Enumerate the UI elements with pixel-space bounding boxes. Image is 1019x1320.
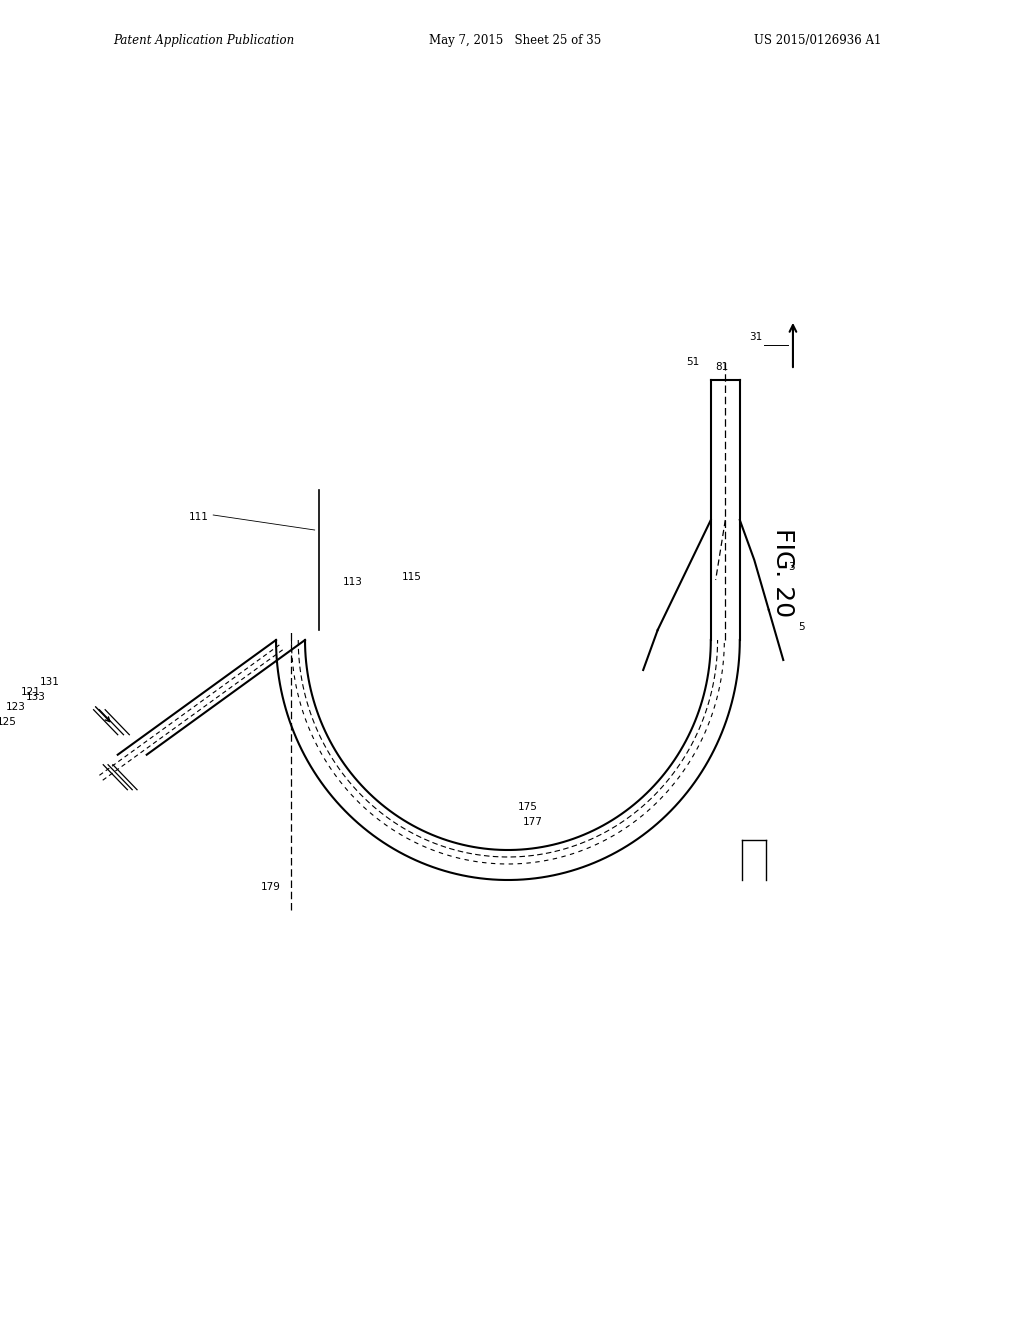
Text: FIG. 20: FIG. 20 [770, 528, 795, 618]
Text: 113: 113 [342, 577, 363, 587]
Text: 3: 3 [788, 562, 794, 572]
Text: 51: 51 [686, 356, 699, 367]
Text: 81: 81 [715, 362, 729, 372]
Text: 125: 125 [0, 717, 16, 727]
Text: 115: 115 [401, 572, 421, 582]
Text: US 2015/0126936 A1: US 2015/0126936 A1 [753, 33, 880, 46]
Text: 131: 131 [40, 677, 60, 686]
Text: Patent Application Publication: Patent Application Publication [113, 33, 294, 46]
Text: May 7, 2015   Sheet 25 of 35: May 7, 2015 Sheet 25 of 35 [428, 33, 600, 46]
Text: 5: 5 [797, 622, 804, 632]
Text: 123: 123 [6, 702, 25, 711]
Text: 31: 31 [749, 333, 762, 342]
Text: 175: 175 [517, 803, 537, 812]
Text: 179: 179 [261, 882, 280, 892]
Text: 121: 121 [20, 686, 41, 697]
Text: 111: 111 [189, 512, 208, 521]
Text: 133: 133 [25, 692, 45, 702]
Text: 177: 177 [522, 817, 542, 828]
